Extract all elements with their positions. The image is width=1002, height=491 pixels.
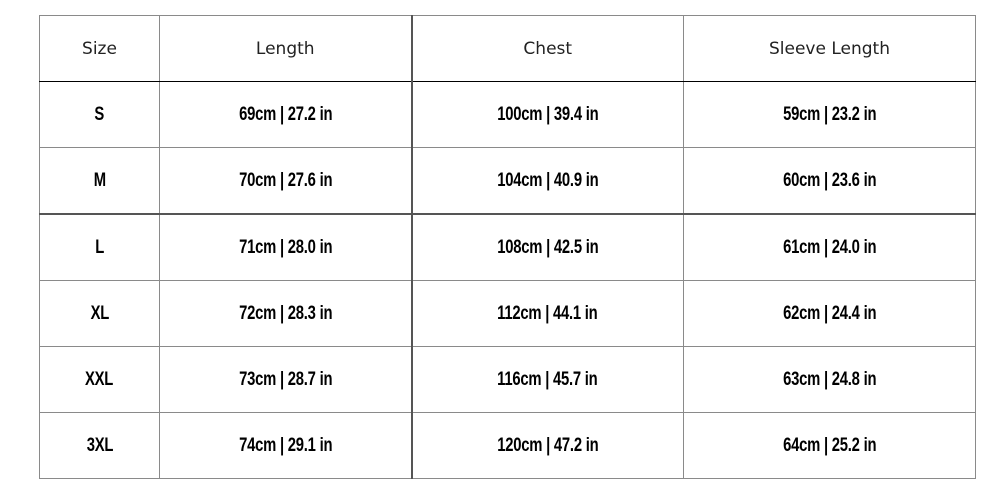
length-cell: 70cm | 27.6 in [159, 147, 412, 215]
size-cell: L [39, 213, 160, 281]
header-sleeve-length: Sleeve Length [683, 15, 976, 82]
length-cell: 72cm | 28.3 in [159, 280, 412, 347]
size-cell: XL [39, 280, 160, 347]
sleeve-cell: 59cm | 23.2 in [683, 81, 976, 148]
header-size: Size [39, 15, 160, 82]
chest-cell: 116cm | 45.7 in [410, 346, 684, 413]
sleeve-cell: 62cm | 24.4 in [683, 280, 976, 347]
table-row: L 71cm | 28.0 in 108cm | 42.5 in 61cm | … [39, 213, 976, 281]
length-cell: 73cm | 28.7 in [159, 346, 412, 413]
length-cell: 69cm | 27.2 in [159, 81, 412, 148]
header-length: Length [159, 15, 412, 82]
chest-cell: 120cm | 47.2 in [410, 412, 684, 479]
header-chest: Chest [410, 15, 684, 82]
table-row: M 70cm | 27.6 in 104cm | 40.9 in 60cm | … [39, 147, 976, 215]
table-row: XXL 73cm | 28.7 in 116cm | 45.7 in 63cm … [39, 346, 976, 413]
size-cell: S [39, 81, 160, 148]
size-chart-table: Size Length Chest Sleeve Length S 69cm |… [39, 15, 976, 479]
table-row: S 69cm | 27.2 in 100cm | 39.4 in 59cm | … [39, 81, 976, 148]
chest-cell: 112cm | 44.1 in [410, 280, 684, 347]
chest-cell: 108cm | 42.5 in [410, 213, 684, 281]
size-cell: 3XL [39, 412, 160, 479]
length-cell: 74cm | 29.1 in [159, 412, 412, 479]
chest-cell: 104cm | 40.9 in [410, 147, 684, 215]
table-row: 3XL 74cm | 29.1 in 120cm | 47.2 in 64cm … [39, 412, 976, 479]
size-cell: XXL [39, 346, 160, 413]
length-cell: 71cm | 28.0 in [159, 213, 412, 281]
sleeve-cell: 64cm | 25.2 in [683, 412, 976, 479]
sleeve-cell: 63cm | 24.8 in [683, 346, 976, 413]
chest-cell: 100cm | 39.4 in [410, 81, 684, 148]
size-cell: M [39, 147, 160, 215]
sleeve-cell: 61cm | 24.0 in [683, 213, 976, 281]
sleeve-cell: 60cm | 23.6 in [683, 147, 976, 215]
header-row: Size Length Chest Sleeve Length [39, 15, 976, 82]
table-row: XL 72cm | 28.3 in 112cm | 44.1 in 62cm |… [39, 280, 976, 347]
